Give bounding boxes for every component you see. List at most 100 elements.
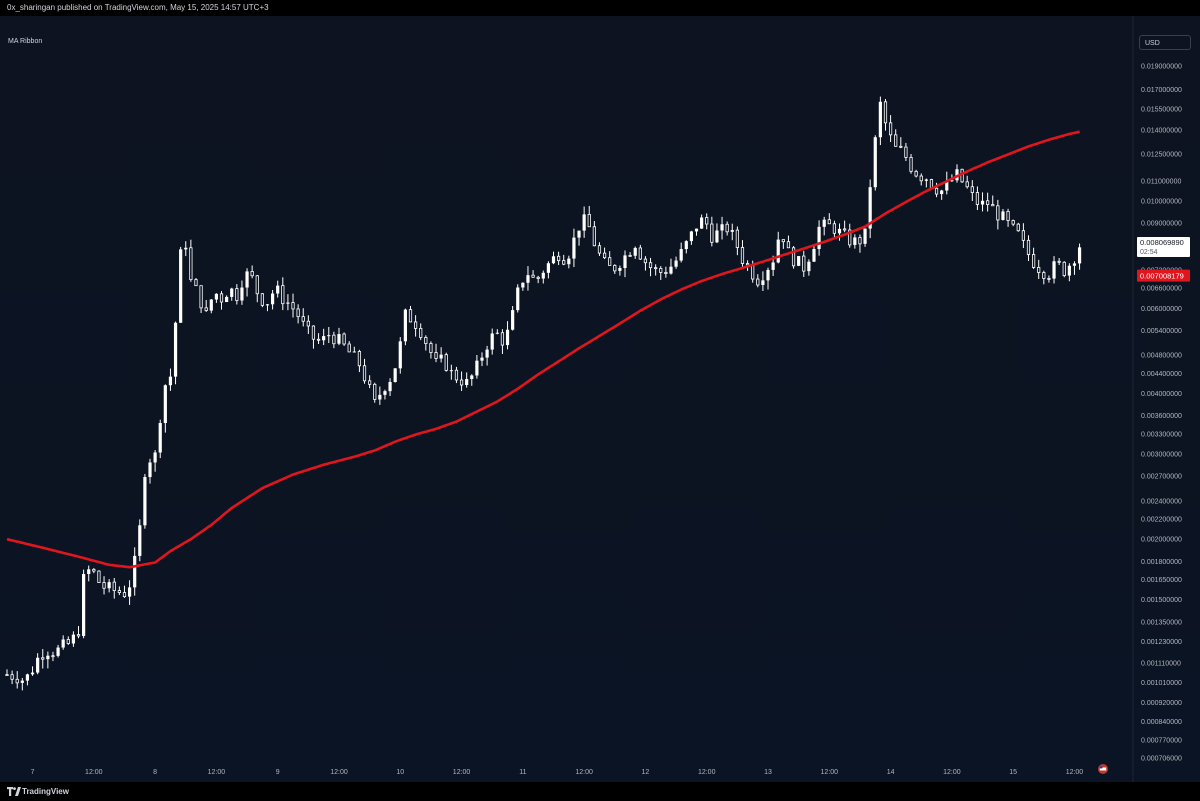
candle-body [36, 657, 40, 673]
y-tick-label: 0.001010000 [1141, 680, 1182, 687]
candle-body [894, 134, 898, 147]
candle-body [429, 343, 433, 353]
candle-body [127, 587, 132, 597]
candle-body [419, 328, 423, 338]
y-tick-label: 0.002200000 [1141, 517, 1182, 524]
candle-body [56, 647, 60, 656]
x-tick-label: 12 [642, 769, 650, 776]
candle-body [250, 271, 254, 277]
y-tick-label: 0.006000000 [1141, 306, 1182, 313]
candle-body [720, 224, 724, 231]
candle-body [638, 247, 642, 260]
candle-body [260, 293, 264, 306]
candle-body [791, 247, 796, 267]
candle-body [485, 349, 489, 358]
y-tick-label: 0.003600000 [1141, 413, 1182, 420]
candle-body [240, 287, 244, 301]
x-tick-label: 14 [887, 769, 895, 776]
candle-body [863, 228, 867, 244]
candle-body [592, 226, 596, 247]
candle-body [1062, 261, 1066, 276]
candle-body [531, 274, 535, 278]
candle-body [557, 255, 561, 262]
candle-body [1067, 265, 1071, 276]
candle-body [107, 582, 111, 589]
candle-body [199, 285, 203, 309]
y-tick-label: 0.003000000 [1141, 451, 1182, 458]
candle-body [454, 369, 459, 381]
candle-body [562, 260, 566, 265]
candle-body [347, 343, 351, 353]
candle-body [1047, 277, 1051, 280]
candle-body [705, 217, 709, 225]
candle-body [352, 351, 356, 353]
candle-body [1026, 239, 1031, 255]
y-tick-label: 0.004000000 [1141, 391, 1182, 398]
candle-body [934, 187, 939, 195]
y-tick-label: 0.000770000 [1141, 737, 1182, 744]
candle-body [735, 229, 739, 248]
candle-body [812, 248, 816, 262]
x-tick-label: 12:00 [821, 769, 839, 776]
candle-body [470, 375, 474, 380]
candle-body [444, 354, 448, 371]
candle-body [1011, 220, 1015, 225]
candle-body [393, 368, 397, 382]
chart-canvas[interactable]: 0.019000000 0.017000000 0.015500000 0.01400… [0, 16, 1200, 782]
footer-brand: TradingView [22, 787, 69, 796]
y-tick-label: 0.001110000 [1141, 660, 1181, 667]
indicator-label[interactable]: MA Ribbon [8, 38, 43, 45]
candle-body [715, 230, 719, 243]
candle-body [832, 223, 837, 234]
candle-body [648, 262, 653, 269]
candle-body [817, 226, 821, 249]
candle-body [919, 175, 923, 182]
candle-body [158, 423, 162, 453]
candle-body [991, 204, 995, 207]
candle-body [1006, 211, 1010, 221]
candle-body [245, 271, 249, 288]
candle-body [521, 282, 525, 288]
y-tick-label: 0.005400000 [1141, 328, 1182, 335]
x-tick-label: 12:00 [698, 769, 716, 776]
candle-body [230, 288, 234, 297]
candle-body [92, 568, 96, 572]
y-tick-label: 0.014000000 [1141, 128, 1182, 135]
y-tick-label: 0.017000000 [1141, 87, 1182, 94]
candle-body [296, 308, 300, 318]
candle-body [505, 329, 510, 346]
x-tick-label: 9 [276, 769, 280, 776]
candle-body [270, 293, 275, 305]
candle-body [194, 279, 198, 287]
candle-body [878, 101, 882, 138]
candle-body [546, 263, 550, 273]
candle-body [173, 322, 178, 377]
candle-body [516, 287, 520, 311]
candle-body [5, 674, 9, 676]
candle-body [643, 258, 648, 264]
y-tick-label: 0.001650000 [1141, 577, 1182, 584]
candle-body [168, 376, 173, 386]
candle-body [133, 555, 137, 588]
currency-button[interactable]: USD [1139, 35, 1191, 50]
candle-body [725, 223, 729, 233]
candle-body [424, 337, 428, 344]
candle-body [322, 336, 326, 341]
candle-body [786, 241, 791, 249]
candle-body [97, 570, 101, 583]
candle-body [480, 357, 484, 361]
candle-body [802, 255, 806, 272]
candle-body [710, 223, 714, 243]
last-price-value: 0.008069890 [1140, 238, 1184, 247]
candle-body [868, 187, 872, 229]
candle-body [122, 592, 127, 598]
candle-body [373, 383, 377, 400]
y-tick-label: 0.000840000 [1141, 719, 1182, 726]
candle-body [306, 320, 310, 327]
candle-body [46, 655, 50, 660]
price-chart[interactable]: 0.019000000 0.017000000 0.015500000 0.01400… [0, 16, 1200, 782]
candle-body [858, 237, 862, 245]
x-tick-label: 11 [519, 769, 526, 776]
tradingview-logo-icon [7, 787, 21, 796]
candle-body [664, 272, 668, 274]
